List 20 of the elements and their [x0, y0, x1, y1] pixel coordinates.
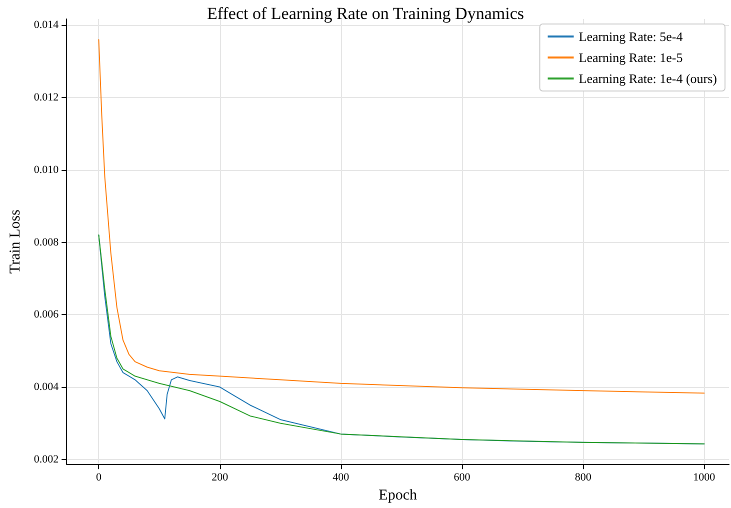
y-tick-label: 0.006	[34, 308, 60, 321]
legend-label: Learning Rate: 1e-5	[578, 50, 683, 65]
x-tick-label: 0	[96, 472, 102, 484]
y-tick-label: 0.008	[34, 236, 60, 248]
legend-label: Learning Rate: 1e-4 (ours)	[578, 71, 718, 86]
x-tick-label: 1000	[693, 472, 716, 484]
x-tick-label: 200	[212, 472, 229, 484]
y-tick-label: 0.002	[34, 453, 59, 466]
x-tick-label: 600	[454, 472, 471, 484]
chart-title: Effect of Learning Rate on Training Dynamics	[207, 4, 524, 23]
y-tick-label: 0.010	[34, 164, 60, 176]
y-tick-label: 0.014	[34, 19, 60, 32]
line-series	[98, 234, 705, 444]
y-tick-label: 0.012	[34, 92, 59, 104]
y-axis-title: Train Loss	[8, 209, 24, 274]
legend-label: Learning Rate: 5e-4	[578, 29, 684, 44]
x-axis-title: Epoch	[378, 488, 418, 504]
x-tick-label: 800	[574, 472, 592, 484]
y-tick-label: 0.004	[34, 381, 60, 394]
x-tick-label: 400	[332, 472, 350, 484]
